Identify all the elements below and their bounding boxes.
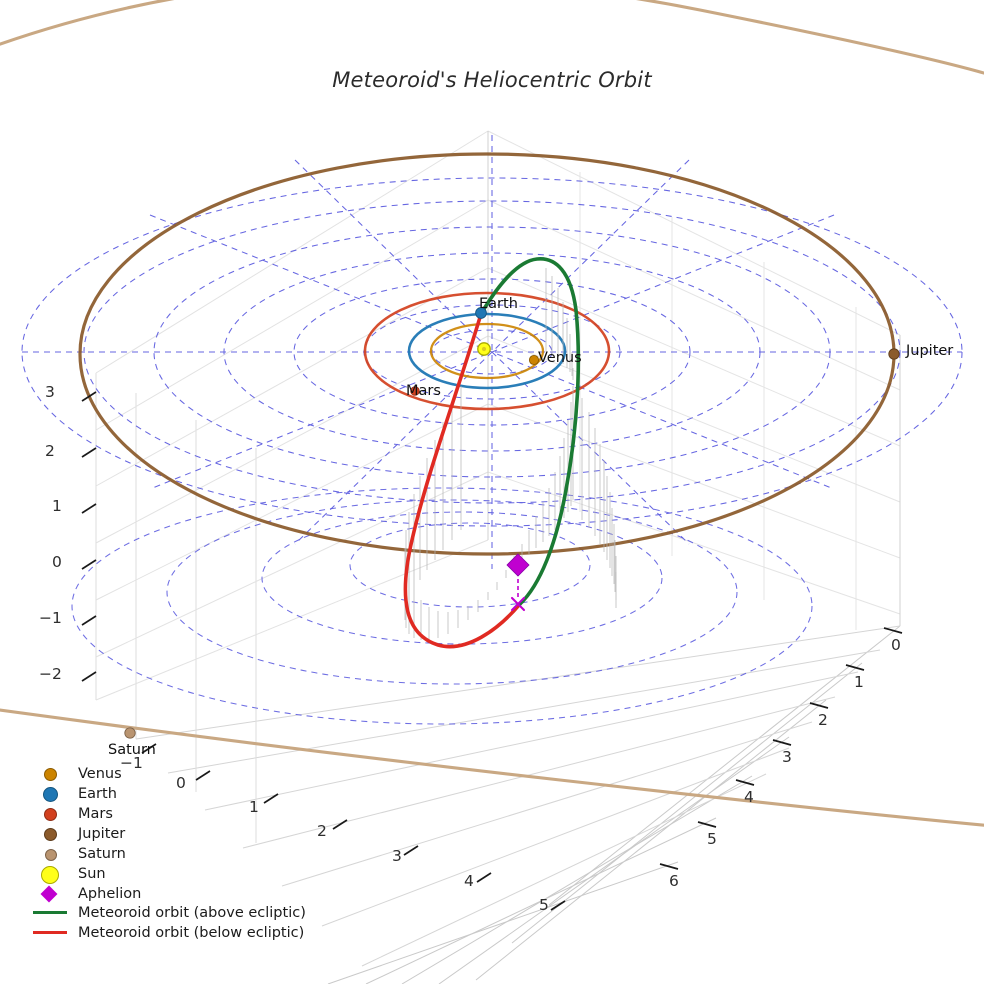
ecliptic-polar-grid-lower	[71, 487, 813, 725]
legend-label-above-ecliptic: Meteoroid orbit (above ecliptic)	[78, 905, 306, 921]
annotation-jupiter: Jupiter	[906, 343, 954, 359]
z-tick: 0	[52, 553, 62, 571]
saturn-orbit	[0, 0, 984, 827]
aphelion-projection-x-icon	[510, 596, 526, 612]
venus-orbit	[429, 322, 545, 380]
y-tick: 5	[707, 830, 717, 848]
annotation-mars: Mars	[406, 383, 441, 399]
x-tick: −1	[120, 754, 143, 772]
y-tick: 0	[891, 636, 901, 654]
y-tick: 1	[854, 673, 864, 691]
earth-marker[interactable]	[475, 307, 487, 319]
jupiter-marker[interactable]	[888, 348, 900, 360]
y-tick: 3	[782, 748, 792, 766]
legend-label-saturn: Saturn	[78, 846, 126, 862]
legend-line-above-ecliptic	[33, 911, 67, 914]
x-tick: 0	[176, 774, 186, 792]
ecliptic-polar-grid	[21, 135, 963, 569]
page-title: Meteoroid's Heliocentric Orbit	[332, 68, 652, 92]
z-tick: −2	[39, 665, 62, 683]
annotation-venus: Venus	[538, 350, 582, 366]
y-tick: 4	[744, 788, 754, 806]
meteoroid-orbit-above-ecliptic	[479, 257, 581, 606]
saturn-marker[interactable]	[124, 727, 136, 739]
x-tick: 1	[249, 798, 259, 816]
legend-marker-sun	[41, 866, 59, 884]
legend-label-sun: Sun	[78, 866, 106, 882]
legend-marker-saturn	[45, 849, 57, 861]
venus-marker[interactable]	[528, 354, 540, 366]
legend-label-jupiter: Jupiter	[78, 826, 126, 842]
axis-ticks	[81, 391, 903, 911]
legend-marker-jupiter	[44, 828, 57, 841]
x-tick: 4	[464, 872, 474, 890]
y-tick: 6	[669, 872, 679, 890]
x-tick: 3	[392, 847, 402, 865]
legend-label-mars: Mars	[78, 806, 113, 822]
annotation-earth: Earth	[479, 296, 518, 312]
legend-label-venus: Venus	[78, 766, 122, 782]
legend-label-aphelion: Aphelion	[78, 886, 142, 902]
sun-core	[481, 346, 487, 352]
mars-orbit	[363, 291, 611, 411]
legend-label-earth: Earth	[78, 786, 117, 802]
z-tick: 2	[45, 442, 55, 460]
earth-orbit	[407, 312, 567, 390]
mars-marker[interactable]	[410, 386, 420, 396]
annotation-saturn: Saturn	[108, 742, 156, 758]
legend-marker-venus	[44, 768, 57, 781]
legend-label-below-ecliptic: Meteoroid orbit (below ecliptic)	[78, 925, 305, 941]
z-tick: 3	[45, 383, 55, 401]
x-tick: 5	[539, 896, 549, 914]
legend-marker-earth	[43, 787, 58, 802]
meteoroid-orbit-below-ecliptic	[403, 312, 522, 649]
z-tick: 1	[52, 497, 62, 515]
z-tick: −1	[39, 609, 62, 627]
x-tick: 2	[317, 822, 327, 840]
y-tick: 2	[818, 711, 828, 729]
legend-marker-mars	[44, 808, 57, 821]
aphelion-marker[interactable]	[506, 553, 530, 577]
legend-line-below-ecliptic	[33, 931, 67, 934]
